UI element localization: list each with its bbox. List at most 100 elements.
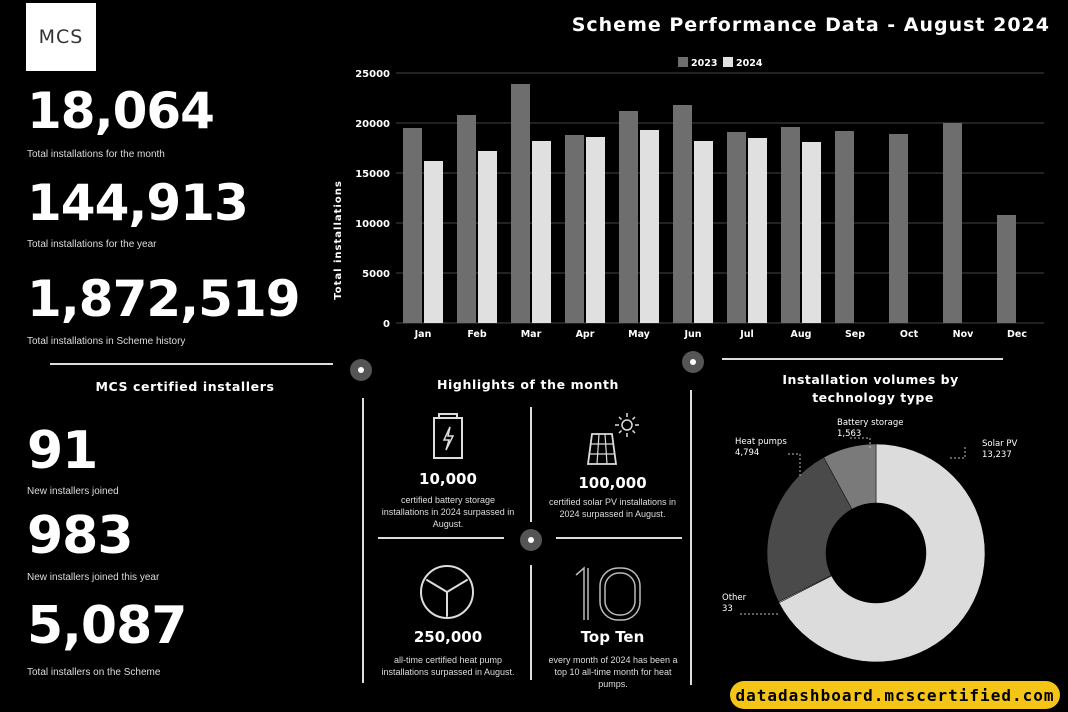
slice-label: Other bbox=[722, 593, 747, 603]
highlight-battery-text: certified battery storage installations … bbox=[381, 495, 515, 530]
leader-line bbox=[788, 453, 801, 478]
bar-2023-may bbox=[619, 111, 638, 323]
donut-slice-battery-storage bbox=[823, 443, 877, 510]
x-tick-label: Mar bbox=[521, 329, 542, 340]
mcs-logo: MCS bbox=[26, 3, 96, 71]
bar-2023-nov bbox=[943, 123, 962, 323]
stat-month-value: 18,064 bbox=[27, 82, 215, 140]
x-tick-label: Jan bbox=[414, 329, 432, 340]
highlight-heatpump-value: 250,000 bbox=[413, 628, 483, 646]
bar-2024-jun bbox=[694, 141, 713, 323]
page-title: Scheme Performance Data - August 2024 bbox=[571, 14, 1050, 36]
number-ten-icon bbox=[575, 566, 641, 621]
installers-year-label: New installers joined this year bbox=[27, 572, 160, 583]
bar-2023-apr bbox=[565, 135, 584, 323]
bar-2023-dec bbox=[997, 215, 1016, 323]
slice-value: 4,794 bbox=[735, 448, 759, 458]
x-tick-label: Apr bbox=[576, 329, 595, 340]
highlight-solar-value: 100,000 bbox=[578, 474, 647, 492]
installers-new-value: 91 bbox=[27, 421, 98, 481]
bar-2023-sep bbox=[835, 131, 854, 323]
divider bbox=[556, 537, 682, 539]
y-tick-label: 15000 bbox=[355, 169, 390, 180]
donut-title: Installation volumes by technology type bbox=[782, 372, 963, 405]
divider bbox=[378, 537, 504, 539]
x-tick-label: Aug bbox=[791, 329, 812, 340]
bar-2024-may bbox=[640, 130, 659, 323]
bar-2023-jan bbox=[403, 128, 422, 323]
bar-2023-oct bbox=[889, 134, 908, 323]
legend-label-2024: 2024 bbox=[736, 58, 763, 69]
bar-2023-jun bbox=[673, 105, 692, 323]
stat-history-value: 1,872,519 bbox=[27, 270, 301, 328]
y-tick-label: 10000 bbox=[355, 219, 390, 230]
divider bbox=[530, 565, 532, 680]
slice-value: 13,237 bbox=[982, 450, 1012, 460]
x-tick-label: Nov bbox=[953, 329, 974, 340]
stat-year-label: Total installations for the year bbox=[27, 239, 157, 250]
stat-month-label: Total installations for the month bbox=[27, 149, 165, 160]
x-tick-label: Feb bbox=[467, 329, 487, 340]
highlights-title: Highlights of the month bbox=[436, 377, 620, 392]
legend-swatch-2023 bbox=[678, 57, 688, 67]
leader-line bbox=[950, 446, 966, 459]
legend-label-2023: 2023 bbox=[691, 58, 717, 69]
slice-label: Heat pumps bbox=[735, 437, 787, 447]
highlight-topten-text: every month of 2024 has been a top 10 al… bbox=[548, 655, 678, 690]
highlight-heatpump-text: all-time certified heat pump installatio… bbox=[381, 655, 515, 678]
highlight-solar-text: certified solar PV installations in 2024… bbox=[548, 497, 677, 520]
x-tick-label: Jul bbox=[739, 329, 754, 340]
battery-icon bbox=[433, 413, 463, 459]
bar-2023-feb bbox=[457, 115, 476, 323]
donut-slice-heat-pumps bbox=[766, 457, 853, 603]
stat-year-value: 144,913 bbox=[27, 174, 249, 232]
bar-2024-apr bbox=[586, 137, 605, 323]
legend-swatch-2024 bbox=[723, 57, 733, 67]
stat-history-label: Total installations in Scheme history bbox=[27, 336, 186, 347]
x-tick-label: Oct bbox=[900, 329, 919, 340]
installers-total-value: 5,087 bbox=[27, 596, 187, 656]
divider bbox=[530, 407, 532, 522]
y-tick-label: 25000 bbox=[355, 69, 390, 80]
installers-title: MCS certified installers bbox=[95, 379, 275, 394]
bar-2023-aug bbox=[781, 127, 800, 323]
leader-line bbox=[850, 437, 871, 450]
bar-2024-jan bbox=[424, 161, 443, 323]
x-tick-label: Sep bbox=[845, 329, 865, 340]
y-axis-label: Total installations bbox=[333, 180, 344, 300]
highlight-topten-value: Top Ten bbox=[580, 628, 645, 646]
highlight-battery-value: 10,000 bbox=[419, 470, 477, 488]
bar-2024-jul bbox=[748, 138, 767, 323]
x-tick-label: May bbox=[628, 329, 651, 340]
slice-value: 33 bbox=[722, 604, 733, 614]
heat-pump-fan-icon bbox=[420, 565, 474, 619]
bar-2024-feb bbox=[478, 151, 497, 323]
bar-2023-jul bbox=[727, 132, 746, 323]
dashboard-url-link[interactable]: datadashboard.mcscertified.com bbox=[730, 681, 1060, 709]
y-tick-label: 0 bbox=[383, 319, 390, 330]
slice-label: Battery storage bbox=[837, 418, 903, 428]
installers-total-label: Total installers on the Scheme bbox=[27, 667, 161, 678]
installers-year-value: 983 bbox=[27, 506, 134, 566]
x-tick-label: Jun bbox=[683, 329, 701, 340]
technology-donut-chart: Installation volumes by technology type … bbox=[722, 372, 1017, 663]
installers-new-label: New installers joined bbox=[27, 486, 119, 497]
bar-2024-aug bbox=[802, 142, 821, 323]
divider bbox=[50, 363, 333, 365]
slice-value: 1,563 bbox=[837, 429, 861, 439]
dot-marker bbox=[682, 351, 704, 373]
y-tick-label: 20000 bbox=[355, 119, 390, 130]
solar-panel-icon bbox=[586, 413, 639, 465]
slice-label: Solar PV bbox=[982, 439, 1017, 449]
x-tick-label: Dec bbox=[1007, 329, 1027, 340]
monthly-installations-bar-chart: Total installations 0 5000 10000 15000 20000… bbox=[333, 57, 1044, 340]
bar-2024-mar bbox=[532, 141, 551, 323]
divider bbox=[362, 398, 364, 683]
y-tick-label: 5000 bbox=[362, 269, 390, 280]
divider bbox=[722, 358, 1003, 360]
bar-2023-mar bbox=[511, 84, 530, 323]
donut-slice-solar-pv bbox=[778, 443, 986, 663]
divider bbox=[690, 390, 692, 685]
dot-marker bbox=[350, 359, 372, 381]
dot-marker bbox=[520, 529, 542, 551]
